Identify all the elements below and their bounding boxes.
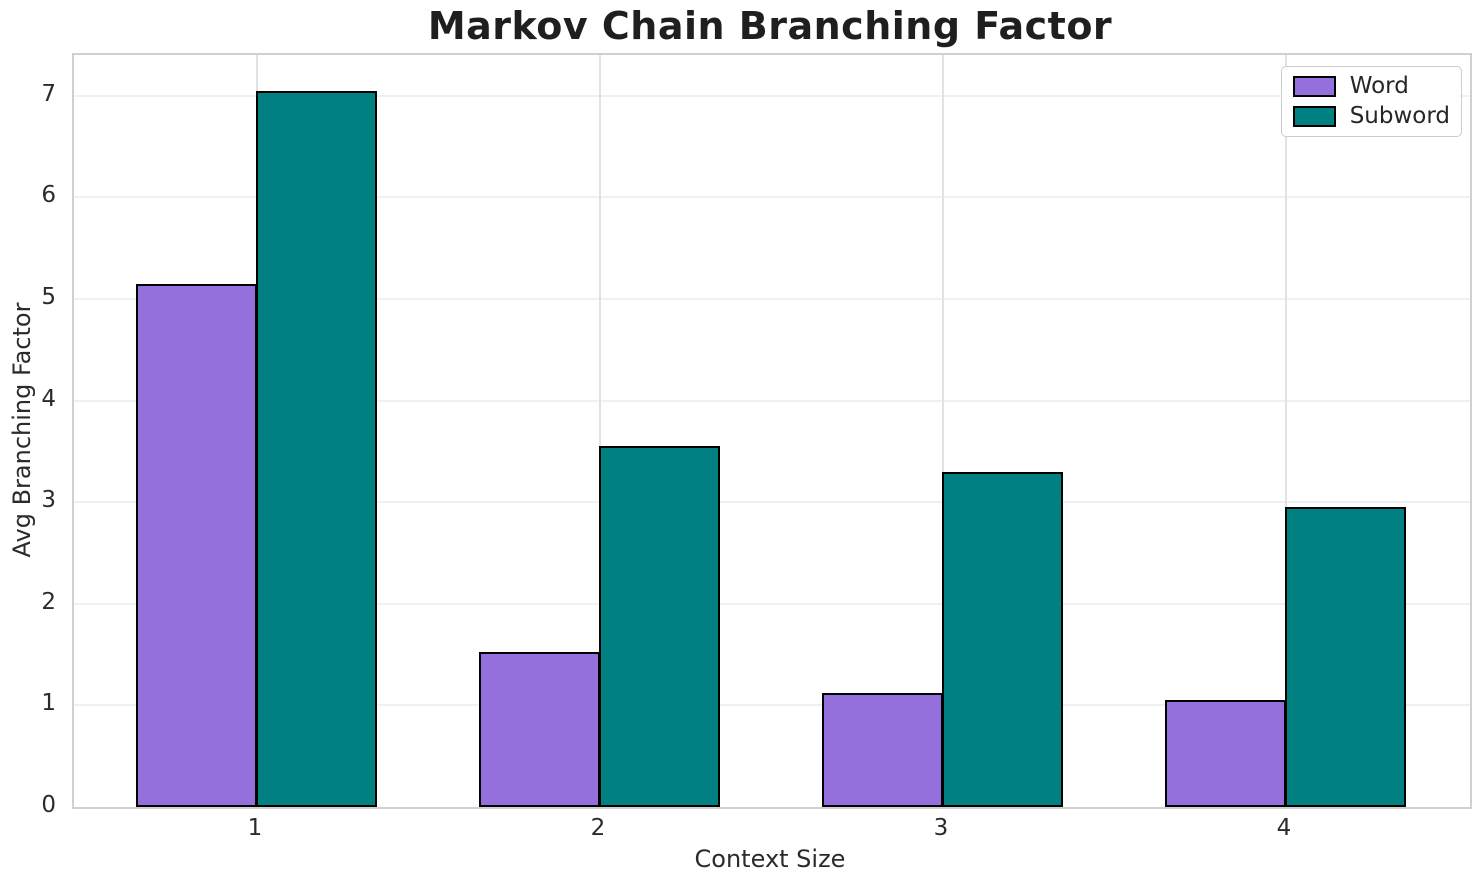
legend-item-subword: Subword	[1292, 103, 1450, 129]
legend: Word Subword	[1280, 66, 1462, 137]
gridline-horizontal-y3	[74, 501, 1470, 504]
bar-subword-context1	[256, 90, 377, 807]
gridline-vertical-x2	[599, 55, 601, 807]
gridline-vertical-x4	[1285, 55, 1287, 807]
x-axis-label: Context Size	[694, 845, 846, 873]
plot-area: Word Subword	[72, 53, 1472, 809]
y-axis-label: Avg Branching Factor	[8, 302, 36, 558]
legend-swatch-word	[1292, 76, 1336, 97]
legend-label-word: Word	[1349, 73, 1409, 99]
legend-item-word: Word	[1292, 73, 1450, 99]
bar-subword-context2	[599, 446, 720, 807]
bar-word-context2	[479, 651, 600, 807]
gridline-horizontal-y6	[74, 196, 1470, 199]
y-tick-label-7: 7	[41, 80, 56, 107]
chart-title: Markov Chain Branching Factor	[427, 4, 1113, 48]
y-tick-label-1: 1	[41, 690, 56, 717]
y-tick-label-6: 6	[41, 182, 56, 209]
gridline-horizontal-y2	[74, 602, 1470, 605]
gridline-horizontal-y1	[74, 704, 1470, 707]
bars-layer	[74, 55, 1470, 807]
gridline-horizontal-y5	[74, 297, 1470, 300]
legend-label-subword: Subword	[1349, 103, 1450, 129]
y-tick-label-2: 2	[41, 588, 56, 615]
x-tick-label-3: 3	[933, 815, 949, 841]
x-tick-label-1: 1	[247, 815, 263, 841]
y-tick-label-0: 0	[41, 792, 56, 818]
legend-swatch-subword	[1292, 106, 1336, 127]
bar-word-context1	[136, 283, 257, 807]
y-tick-label-3: 3	[41, 487, 56, 514]
bar-subword-context4	[1285, 507, 1406, 807]
bar-subword-context3	[942, 471, 1063, 807]
gridline-horizontal-y4	[74, 399, 1470, 402]
gridline-vertical-x3	[942, 55, 944, 807]
y-tick-label-4: 4	[41, 385, 56, 412]
x-tick-label-2: 2	[590, 815, 606, 841]
bar-word-context4	[1165, 700, 1286, 807]
gridline-horizontal-y7	[74, 94, 1470, 97]
x-tick-label-4: 4	[1276, 815, 1292, 841]
y-tick-label-5: 5	[41, 283, 56, 310]
bar-word-context3	[822, 693, 943, 807]
